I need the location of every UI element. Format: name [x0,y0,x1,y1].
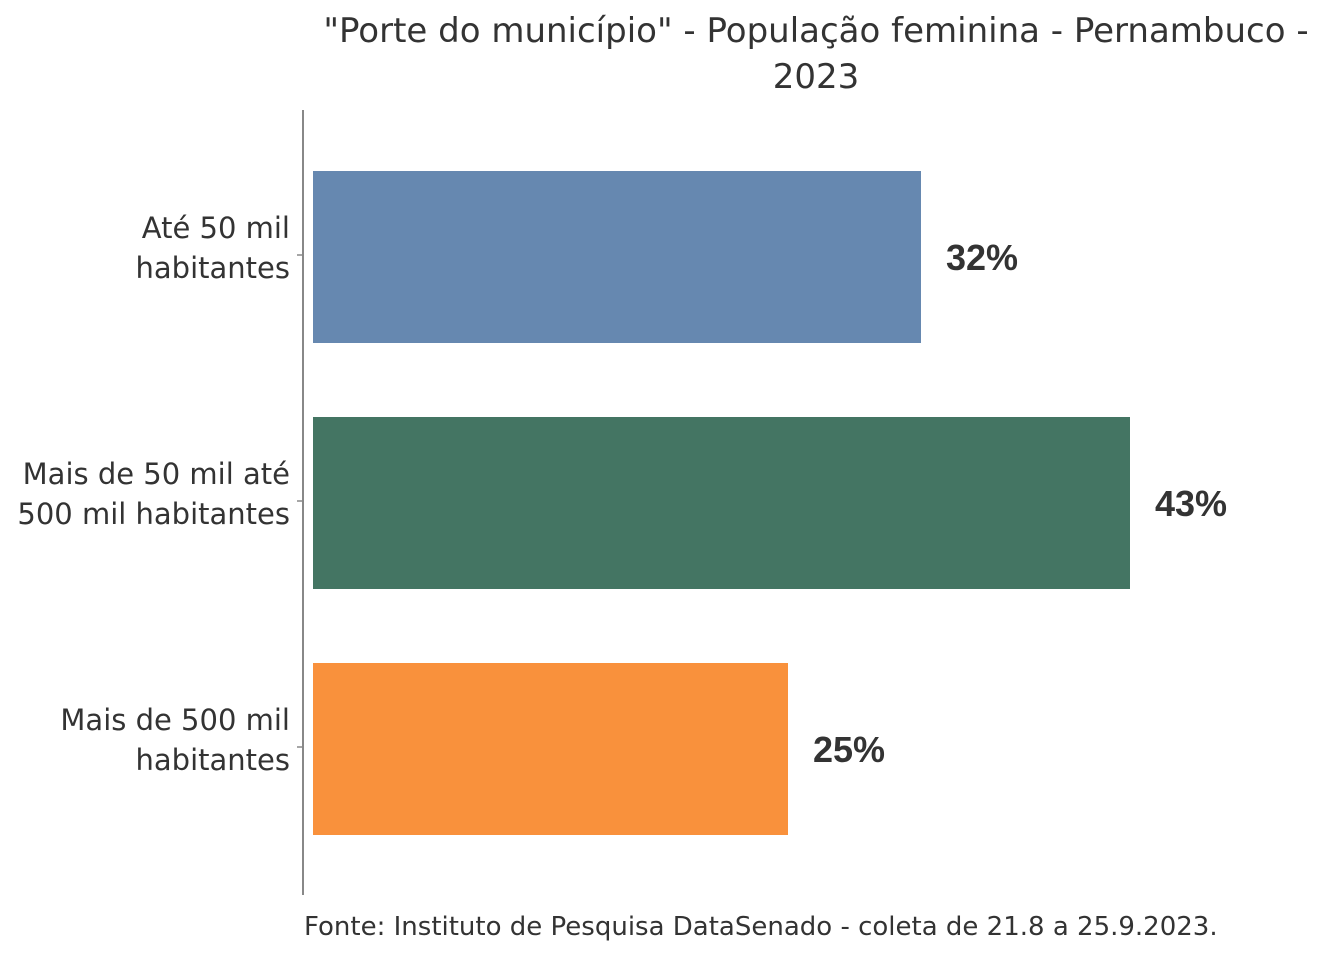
chart-title-line-2: 2023 [772,57,860,97]
bar-1 [313,417,1130,589]
category-label-1-line-1: 500 mil habitantes [17,497,290,531]
source-note: Fonte: Instituto de Pesquisa DataSenado … [304,912,1218,942]
bar-2 [313,663,788,835]
category-label-2-line-0: Mais de 500 mil [60,703,290,737]
bar-0 [313,171,921,343]
chart-title-line-1: "Porte do município" - População feminin… [323,11,1309,51]
category-label-0-line-1: habitantes [136,251,290,285]
chart-title: "Porte do município" - População feminin… [290,8,1342,100]
value-label-0: 32% [946,237,1018,278]
category-label-0-line-0: Até 50 mil [142,211,290,245]
value-label-2: 25% [813,729,885,770]
category-label-2-line-1: habitantes [136,743,290,777]
category-label-1-line-0: Mais de 50 mil até [23,457,290,491]
value-label-1: 43% [1155,483,1227,524]
